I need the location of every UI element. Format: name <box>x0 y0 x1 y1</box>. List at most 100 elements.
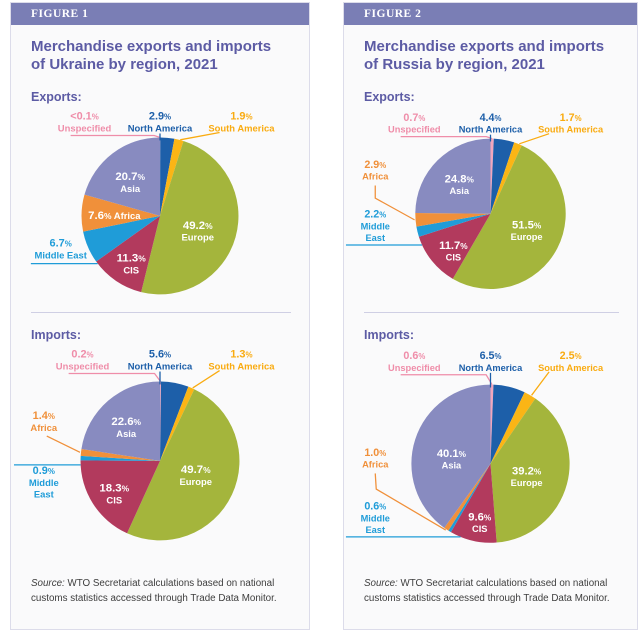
slice-unspecified <box>490 384 494 464</box>
svg-text:Unspecified: Unspecified <box>56 360 110 371</box>
svg-text:0.2%: 0.2% <box>71 348 93 360</box>
label-middle_east: 2.2%Middle East <box>345 208 423 246</box>
svg-text:South America: South America <box>538 124 604 134</box>
svg-text:CIS: CIS <box>446 252 461 262</box>
label-cis: 18.3%CIS <box>99 482 129 505</box>
svg-text:39.2%: 39.2% <box>512 465 542 477</box>
slice-africa <box>80 448 160 461</box>
svg-text:CIS: CIS <box>123 264 139 275</box>
figure1-title-line1: Merchandise exports and imports <box>31 38 272 55</box>
section-divider <box>31 311 291 313</box>
slice-cis <box>418 213 491 279</box>
label-cis: 9.6%CIS <box>468 511 492 534</box>
slice-asia <box>415 138 491 214</box>
svg-text:2.9%: 2.9% <box>149 110 171 122</box>
svg-text:Africa: Africa <box>362 459 389 469</box>
slice-cis <box>450 463 497 543</box>
label-middle_east: 0.6%Middle East <box>345 500 461 538</box>
slice-north_america <box>490 138 515 214</box>
svg-text:9.6%: 9.6% <box>468 511 492 523</box>
label-south_america: 1.9%South America <box>180 110 275 141</box>
label-europe: 51.5%Europe <box>511 219 543 242</box>
slice-asia <box>411 384 491 528</box>
slice-asia <box>84 137 160 216</box>
slice-unspecified <box>160 381 161 461</box>
slice-middle_east <box>80 455 160 461</box>
svg-text:20.7%: 20.7% <box>115 171 145 183</box>
svg-text:North America: North America <box>128 122 193 133</box>
svg-text:South America: South America <box>538 362 604 372</box>
svg-text:49.2%: 49.2% <box>183 219 213 231</box>
label-africa: 1.4%Africa <box>30 410 81 453</box>
label-south_america: 1.7%South America <box>519 112 604 145</box>
svg-text:40.1%: 40.1% <box>437 447 467 459</box>
svg-text:0.6%: 0.6% <box>403 350 425 362</box>
slice-africa <box>81 194 160 232</box>
label-asia: 40.1%Asia <box>437 447 467 470</box>
slice-europe <box>490 398 570 543</box>
svg-text:Asia: Asia <box>116 428 137 439</box>
svg-text:East: East <box>365 525 385 535</box>
slice-europe <box>141 140 239 294</box>
svg-text:1.7%: 1.7% <box>560 112 582 124</box>
source-label: Source: <box>31 577 65 589</box>
slice-africa <box>415 212 491 227</box>
label-europe: 49.2%Europe <box>182 219 214 242</box>
slice-europe <box>452 144 566 289</box>
svg-text:Europe: Europe <box>511 232 543 242</box>
figure2-tab: FIGURE 2 <box>344 3 637 25</box>
slice-middle_east <box>83 215 160 262</box>
slice-north_america <box>490 384 525 464</box>
svg-text:Middle: Middle <box>361 221 390 231</box>
svg-text:11.3%: 11.3% <box>117 252 147 264</box>
source-text: WTO Secretariat calculations based on na… <box>364 577 610 604</box>
svg-text:2.2%: 2.2% <box>364 208 386 220</box>
svg-text:18.3%: 18.3% <box>99 482 129 494</box>
svg-text:1.0%: 1.0% <box>364 446 386 458</box>
svg-text:Unspecified: Unspecified <box>388 362 441 372</box>
svg-text:0.7%: 0.7% <box>403 112 425 124</box>
svg-text:South America: South America <box>208 122 275 133</box>
figure1-imports-heading: Imports: <box>31 327 81 342</box>
svg-text:CIS: CIS <box>106 494 122 505</box>
svg-text:Middle: Middle <box>361 513 390 523</box>
label-north_america: 2.9%North America <box>128 110 193 141</box>
svg-text:11.7%: 11.7% <box>439 240 468 252</box>
svg-text:East: East <box>34 488 55 499</box>
svg-text:South America: South America <box>208 360 275 371</box>
figure2-exports-heading: Exports: <box>364 89 415 104</box>
svg-text:Europe: Europe <box>180 475 212 486</box>
label-asia: 22.6%Asia <box>111 416 141 439</box>
svg-text:2.9%: 2.9% <box>364 158 386 170</box>
svg-text:1.3%: 1.3% <box>230 348 252 360</box>
svg-text:Unspecified: Unspecified <box>388 124 441 134</box>
section-divider <box>364 311 619 313</box>
svg-text:0.6%: 0.6% <box>364 500 386 512</box>
slice-south_america <box>160 386 195 461</box>
label-africa: 7.6% Africa <box>88 209 141 221</box>
svg-text:49.7%: 49.7% <box>181 463 211 475</box>
slice-europe <box>127 388 240 540</box>
svg-text:0.9%: 0.9% <box>33 464 55 476</box>
svg-text:4.4%: 4.4% <box>480 112 502 124</box>
figure1-source-note: Source: WTO Secretariat calculations bas… <box>31 576 289 606</box>
figure2-title: Merchandise exports and imports of Russi… <box>364 38 619 75</box>
svg-text:7.6% Africa: 7.6% Africa <box>88 209 141 221</box>
label-africa: 1.0%Africa <box>362 446 447 531</box>
slice-south_america <box>160 138 184 216</box>
slice-north_america <box>160 137 175 216</box>
label-cis: 11.3%CIS <box>117 252 147 275</box>
figure1-exports-heading: Exports: <box>31 89 82 104</box>
figure1-title: Merchandise exports and imports of Ukrai… <box>31 38 291 75</box>
source-text: WTO Secretariat calculations based on na… <box>31 577 277 604</box>
label-south_america: 1.3%South America <box>192 348 275 389</box>
svg-text:Middle: Middle <box>29 476 59 487</box>
label-north_america: 6.5%North America <box>459 350 523 388</box>
svg-text:Europe: Europe <box>511 478 543 488</box>
svg-text:Africa: Africa <box>30 422 57 433</box>
svg-text:North America: North America <box>459 124 523 134</box>
